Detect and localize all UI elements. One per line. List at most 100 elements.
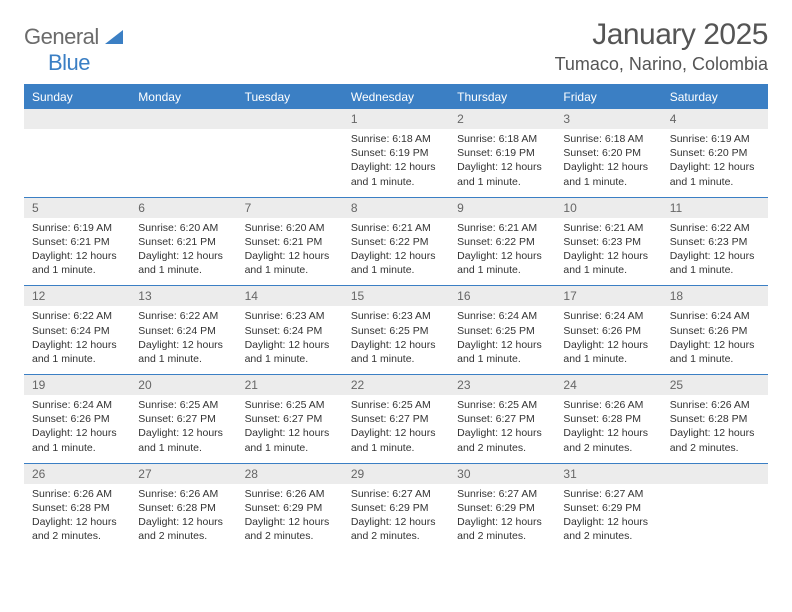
day-cell: Sunrise: 6:25 AMSunset: 6:27 PMDaylight:… (237, 395, 343, 463)
daylight-line: Daylight: 12 hours and 1 minute. (138, 338, 228, 366)
dow-tuesday: Tuesday (237, 86, 343, 109)
daylight-line: Daylight: 12 hours and 1 minute. (32, 426, 122, 454)
day-number: 14 (237, 286, 343, 306)
calendar-page: General Blue January 2025 Tumaco, Narino… (0, 0, 792, 551)
day-number (130, 109, 236, 129)
day-cell: Sunrise: 6:21 AMSunset: 6:22 PMDaylight:… (343, 218, 449, 286)
sunset-line: Sunset: 6:29 PM (245, 501, 335, 515)
day-number (662, 464, 768, 484)
daylight-line: Daylight: 12 hours and 1 minute. (32, 249, 122, 277)
sunrise-line: Sunrise: 6:25 AM (245, 398, 335, 412)
sunrise-line: Sunrise: 6:18 AM (563, 132, 653, 146)
day-number: 12 (24, 286, 130, 306)
header-row: General Blue January 2025 Tumaco, Narino… (24, 18, 768, 76)
day-number: 20 (130, 375, 236, 395)
day-cell: Sunrise: 6:25 AMSunset: 6:27 PMDaylight:… (449, 395, 555, 463)
day-number: 21 (237, 375, 343, 395)
dow-saturday: Saturday (662, 86, 768, 109)
day-number-row: 262728293031 (24, 463, 768, 484)
week-content-row: Sunrise: 6:18 AMSunset: 6:19 PMDaylight:… (24, 129, 768, 197)
sunset-line: Sunset: 6:25 PM (351, 324, 441, 338)
sunrise-line: Sunrise: 6:21 AM (563, 221, 653, 235)
daylight-line: Daylight: 12 hours and 2 minutes. (138, 515, 228, 543)
day-number: 23 (449, 375, 555, 395)
month-title: January 2025 (555, 18, 768, 52)
day-number: 5 (24, 198, 130, 218)
daylight-line: Daylight: 12 hours and 2 minutes. (32, 515, 122, 543)
day-number (24, 109, 130, 129)
sunrise-line: Sunrise: 6:24 AM (32, 398, 122, 412)
day-number: 29 (343, 464, 449, 484)
day-cell: Sunrise: 6:19 AMSunset: 6:20 PMDaylight:… (662, 129, 768, 197)
sunrise-line: Sunrise: 6:27 AM (457, 487, 547, 501)
sunset-line: Sunset: 6:20 PM (670, 146, 760, 160)
day-cell (130, 129, 236, 197)
day-cell: Sunrise: 6:18 AMSunset: 6:20 PMDaylight:… (555, 129, 661, 197)
sunrise-line: Sunrise: 6:19 AM (670, 132, 760, 146)
day-cell: Sunrise: 6:27 AMSunset: 6:29 PMDaylight:… (343, 484, 449, 552)
sunrise-line: Sunrise: 6:24 AM (563, 309, 653, 323)
sunset-line: Sunset: 6:28 PM (32, 501, 122, 515)
logo: General Blue (24, 18, 125, 76)
day-number: 17 (555, 286, 661, 306)
sunrise-line: Sunrise: 6:26 AM (670, 398, 760, 412)
sunrise-line: Sunrise: 6:22 AM (670, 221, 760, 235)
sunset-line: Sunset: 6:23 PM (563, 235, 653, 249)
sunrise-line: Sunrise: 6:24 AM (457, 309, 547, 323)
sunset-line: Sunset: 6:21 PM (32, 235, 122, 249)
sunset-line: Sunset: 6:21 PM (138, 235, 228, 249)
day-number: 6 (130, 198, 236, 218)
day-number: 18 (662, 286, 768, 306)
day-cell: Sunrise: 6:20 AMSunset: 6:21 PMDaylight:… (237, 218, 343, 286)
day-cell: Sunrise: 6:26 AMSunset: 6:28 PMDaylight:… (555, 395, 661, 463)
sunrise-line: Sunrise: 6:25 AM (138, 398, 228, 412)
sunset-line: Sunset: 6:27 PM (457, 412, 547, 426)
sunrise-line: Sunrise: 6:26 AM (32, 487, 122, 501)
sunset-line: Sunset: 6:19 PM (457, 146, 547, 160)
sunrise-line: Sunrise: 6:22 AM (138, 309, 228, 323)
day-cell: Sunrise: 6:24 AMSunset: 6:25 PMDaylight:… (449, 306, 555, 374)
sunset-line: Sunset: 6:22 PM (457, 235, 547, 249)
day-number: 9 (449, 198, 555, 218)
day-number: 27 (130, 464, 236, 484)
day-number: 25 (662, 375, 768, 395)
sunrise-line: Sunrise: 6:18 AM (457, 132, 547, 146)
sunrise-line: Sunrise: 6:20 AM (245, 221, 335, 235)
day-number: 8 (343, 198, 449, 218)
week-content-row: Sunrise: 6:22 AMSunset: 6:24 PMDaylight:… (24, 306, 768, 374)
sunrise-line: Sunrise: 6:20 AM (138, 221, 228, 235)
sunset-line: Sunset: 6:28 PM (563, 412, 653, 426)
sunset-line: Sunset: 6:21 PM (245, 235, 335, 249)
day-number: 19 (24, 375, 130, 395)
day-number: 26 (24, 464, 130, 484)
day-cell: Sunrise: 6:27 AMSunset: 6:29 PMDaylight:… (449, 484, 555, 552)
day-cell: Sunrise: 6:22 AMSunset: 6:23 PMDaylight:… (662, 218, 768, 286)
daylight-line: Daylight: 12 hours and 1 minute. (138, 426, 228, 454)
day-number: 24 (555, 375, 661, 395)
day-cell: Sunrise: 6:26 AMSunset: 6:28 PMDaylight:… (130, 484, 236, 552)
daylight-line: Daylight: 12 hours and 1 minute. (245, 426, 335, 454)
sunset-line: Sunset: 6:29 PM (457, 501, 547, 515)
daylight-line: Daylight: 12 hours and 1 minute. (563, 249, 653, 277)
logo-word-general: General (24, 24, 99, 49)
daylight-line: Daylight: 12 hours and 1 minute. (457, 249, 547, 277)
daylight-line: Daylight: 12 hours and 2 minutes. (563, 515, 653, 543)
day-cell: Sunrise: 6:24 AMSunset: 6:26 PMDaylight:… (24, 395, 130, 463)
daylight-line: Daylight: 12 hours and 1 minute. (351, 160, 441, 188)
week-content-row: Sunrise: 6:26 AMSunset: 6:28 PMDaylight:… (24, 484, 768, 552)
day-cell: Sunrise: 6:27 AMSunset: 6:29 PMDaylight:… (555, 484, 661, 552)
week-content-row: Sunrise: 6:19 AMSunset: 6:21 PMDaylight:… (24, 218, 768, 286)
day-cell: Sunrise: 6:24 AMSunset: 6:26 PMDaylight:… (555, 306, 661, 374)
day-number: 28 (237, 464, 343, 484)
day-number: 16 (449, 286, 555, 306)
sunrise-line: Sunrise: 6:19 AM (32, 221, 122, 235)
sunrise-line: Sunrise: 6:26 AM (138, 487, 228, 501)
title-block: January 2025 Tumaco, Narino, Colombia (555, 18, 768, 75)
daylight-line: Daylight: 12 hours and 1 minute. (457, 338, 547, 366)
day-cell: Sunrise: 6:25 AMSunset: 6:27 PMDaylight:… (343, 395, 449, 463)
sunset-line: Sunset: 6:29 PM (351, 501, 441, 515)
day-number: 13 (130, 286, 236, 306)
day-cell: Sunrise: 6:21 AMSunset: 6:23 PMDaylight:… (555, 218, 661, 286)
daylight-line: Daylight: 12 hours and 1 minute. (245, 338, 335, 366)
daylight-line: Daylight: 12 hours and 1 minute. (670, 249, 760, 277)
